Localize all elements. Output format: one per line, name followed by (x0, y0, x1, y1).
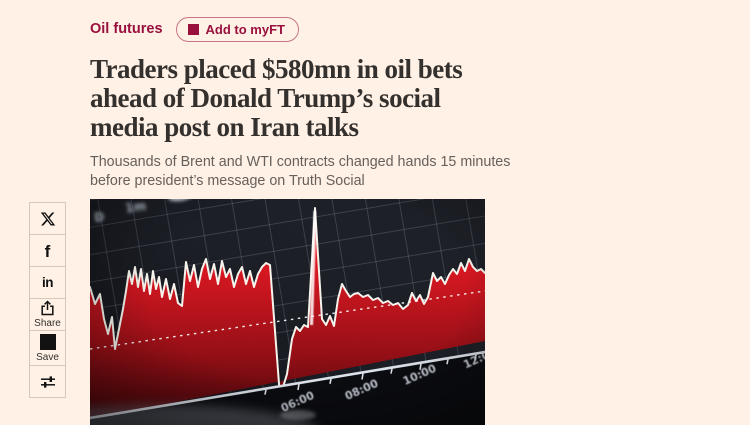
x-logo-icon (40, 212, 55, 225)
save-button[interactable]: Save (29, 330, 66, 366)
linkedin-icon: in (42, 274, 54, 290)
standfirst-line: Thousands of Brent and WTI contracts cha… (90, 154, 511, 170)
standfirst: Thousands of Brent and WTI contracts cha… (90, 153, 530, 191)
add-to-myft-button[interactable]: Add to myFT (175, 16, 299, 42)
sliders-icon (40, 375, 55, 388)
adjust-settings-button[interactable] (29, 365, 66, 398)
share-label: Share (34, 318, 61, 329)
headline-line: ahead of Donald Trump’s social (90, 83, 441, 113)
facebook-share-button[interactable]: f (29, 234, 66, 267)
share-button[interactable]: Share (29, 298, 66, 331)
share-icon (41, 300, 54, 316)
share-sidebar: f in Share Save (29, 202, 66, 398)
page-title: Traders placed $580mn in oil bets ahead … (90, 55, 530, 142)
topic-tag[interactable]: Oil futures (90, 21, 163, 37)
headline-line: Traders placed $580mn in oil bets (90, 54, 463, 84)
topic-row: Oil futures Add to myFT (90, 16, 530, 42)
article: Oil futures Add to myFT Traders placed $… (90, 0, 530, 425)
photo-vignette (90, 199, 485, 425)
standfirst-line: before president’s message on Truth Soci… (90, 173, 365, 189)
trading-screen-photo: 06:00 08:00 10:00 12:0 D 1m (90, 199, 485, 425)
headline-line: media post on Iran talks (90, 112, 359, 142)
linkedin-share-button[interactable]: in (29, 266, 66, 299)
hero-image: 06:00 08:00 10:00 12:0 D 1m (90, 199, 485, 425)
myft-label: Add to myFT (205, 21, 285, 37)
bookmark-icon (39, 333, 56, 350)
myft-square-icon (187, 23, 199, 35)
facebook-icon: f (44, 242, 51, 261)
save-label: Save (36, 351, 59, 363)
x-share-button[interactable] (29, 202, 66, 235)
